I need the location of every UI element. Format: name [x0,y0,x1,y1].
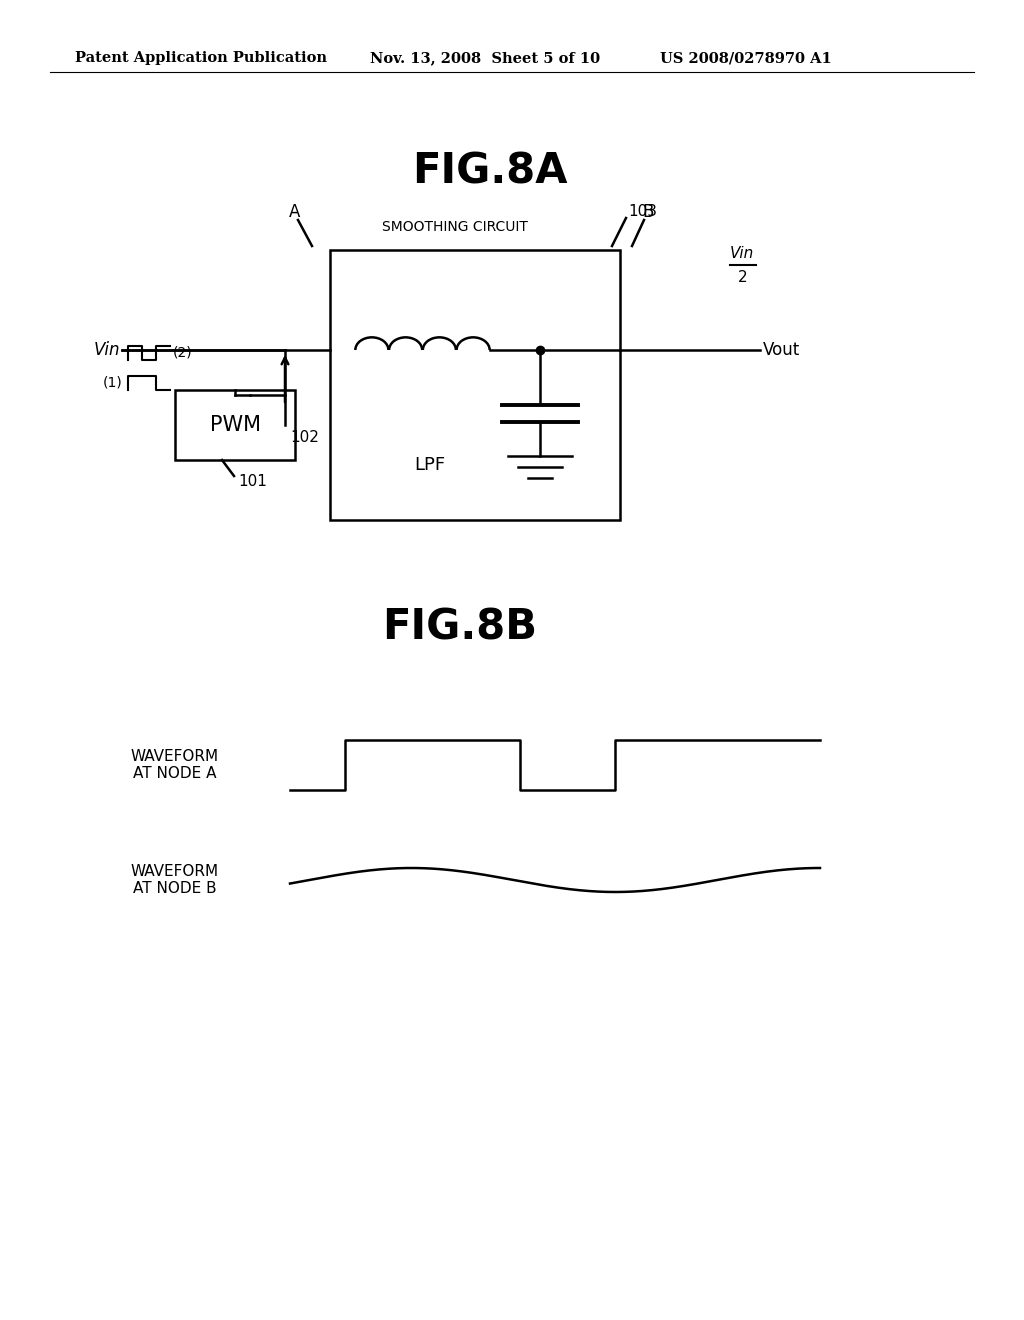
Text: Vout: Vout [763,341,800,359]
Text: Vin: Vin [93,341,120,359]
Text: Vin: Vin [730,246,755,260]
Text: FIG.8B: FIG.8B [383,607,538,649]
Text: 103: 103 [628,205,657,219]
Text: Nov. 13, 2008  Sheet 5 of 10: Nov. 13, 2008 Sheet 5 of 10 [370,51,600,65]
Text: SMOOTHING CIRCUIT: SMOOTHING CIRCUIT [382,220,528,234]
Text: LPF: LPF [415,455,445,474]
Text: WAVEFORM
AT NODE B: WAVEFORM AT NODE B [131,863,219,896]
Text: (1): (1) [103,376,123,389]
Text: 101: 101 [238,474,267,490]
Text: FIG.8A: FIG.8A [413,150,567,193]
Text: Patent Application Publication: Patent Application Publication [75,51,327,65]
Text: B: B [642,203,653,220]
Text: (2): (2) [173,346,193,360]
Text: A: A [290,203,301,220]
Text: 102: 102 [290,429,318,445]
Bar [175,389,295,459]
Text: 2: 2 [738,271,748,285]
Text: WAVEFORM
AT NODE A: WAVEFORM AT NODE A [131,748,219,781]
Text: US 2008/0278970 A1: US 2008/0278970 A1 [660,51,831,65]
Bar [330,249,620,520]
Text: PWM: PWM [210,414,260,436]
